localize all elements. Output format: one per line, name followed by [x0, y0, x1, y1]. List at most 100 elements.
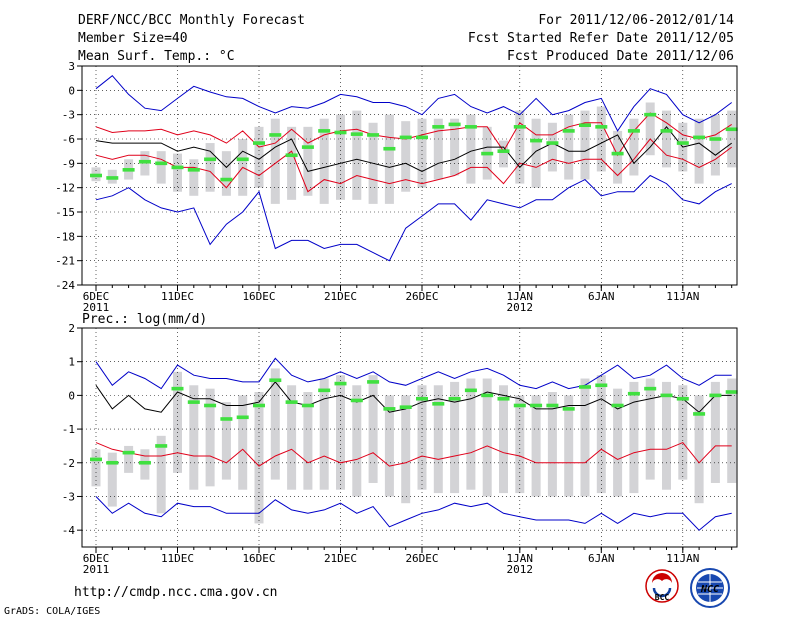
spread-box: [417, 118, 427, 188]
figure-title: DERF/NCC/BCC Monthly Forecast: [78, 13, 305, 28]
spread-box: [156, 151, 166, 184]
y-tick-label: 3: [68, 60, 75, 73]
median-mark: [187, 400, 200, 404]
median-mark: [448, 122, 461, 127]
bcc-logo-wave: [652, 587, 672, 598]
spread-box: [205, 143, 215, 192]
median-mark: [513, 403, 526, 408]
spread-box: [547, 392, 557, 497]
median-mark: [432, 125, 445, 129]
median-mark: [155, 161, 168, 166]
spread-box: [596, 375, 606, 494]
series-line-max: [95, 75, 732, 132]
variable-label: Mean Surf. Temp.: °C: [78, 49, 235, 64]
ncc-logo-text: NCC: [700, 584, 719, 595]
median-mark: [334, 130, 347, 135]
spread-box: [564, 395, 574, 497]
spread-box: [727, 110, 737, 168]
x-tick-label: 6JAN: [588, 290, 615, 303]
median-mark: [383, 407, 396, 411]
series-line-max: [95, 357, 732, 390]
median-mark: [579, 123, 591, 128]
x-tick-label: 1JAN: [507, 290, 534, 303]
spread-box: [401, 395, 411, 504]
spread-box: [450, 118, 460, 176]
bcc-logo: BCC: [645, 569, 679, 603]
spread-box: [270, 368, 280, 480]
spread-box: [287, 385, 297, 490]
median-mark: [579, 385, 591, 389]
median-mark: [122, 450, 135, 455]
median-mark: [562, 407, 575, 411]
y-tick-label: -3: [62, 109, 75, 122]
median-mark: [138, 460, 151, 465]
x-tick-label: 16DEC: [242, 290, 275, 303]
y-tick-label: -3: [62, 490, 75, 503]
median-mark: [644, 386, 657, 391]
median-mark: [171, 386, 184, 391]
median-mark: [318, 388, 331, 393]
spread-box: [156, 435, 166, 514]
x-tick-label: 26DEC: [405, 290, 438, 303]
y-tick-label: -21: [55, 255, 75, 268]
spread-box: [499, 140, 508, 168]
x-tick-label: 21DEC: [324, 552, 357, 565]
median-mark: [530, 138, 543, 143]
median-mark: [627, 391, 640, 396]
median-mark: [676, 396, 689, 401]
spread-box: [205, 388, 215, 487]
median-mark: [546, 141, 559, 145]
spread-box: [352, 385, 362, 497]
spread-box: [694, 395, 704, 504]
median-mark: [709, 137, 722, 141]
median-mark: [204, 157, 217, 162]
median-mark: [693, 135, 706, 140]
median-mark: [106, 460, 119, 465]
median-mark: [481, 393, 494, 398]
forecast-period: For 2011/12/06-2012/01/14: [538, 13, 734, 28]
x-tick-year: 2012: [507, 301, 534, 314]
median-mark: [448, 396, 461, 401]
median-mark: [106, 176, 119, 180]
y-tick-label: 2: [68, 322, 75, 335]
x-tick-label: 6DEC: [83, 552, 110, 565]
median-mark: [546, 403, 559, 408]
median-mark: [676, 141, 689, 145]
median-mark: [693, 412, 706, 416]
median-mark: [269, 378, 282, 383]
spread-box: [662, 381, 671, 490]
source-url[interactable]: http://cmdp.ncc.cma.gov.cn: [74, 585, 278, 600]
median-mark: [334, 381, 347, 386]
median-mark: [138, 159, 151, 164]
spread-box: [384, 114, 394, 204]
y-tick-label: -1: [62, 423, 75, 436]
median-mark: [725, 127, 738, 132]
median-mark: [220, 177, 233, 182]
x-tick-label: 21DEC: [324, 290, 357, 303]
median-mark: [367, 380, 380, 384]
median-mark: [611, 151, 624, 156]
median-mark: [660, 393, 673, 398]
spread-box: [613, 388, 623, 497]
x-tick-label: 11JAN: [666, 290, 699, 303]
median-mark: [318, 129, 331, 133]
series-line-lower: [95, 138, 732, 193]
series-line-min: [95, 174, 732, 262]
median-mark: [253, 141, 265, 145]
series-line-upper: [95, 112, 732, 157]
series-line-min: [95, 496, 732, 531]
spread-box: [221, 402, 231, 480]
median-mark: [416, 396, 428, 401]
member-size-label: Member Size=40: [78, 31, 188, 46]
spread-box: [613, 130, 623, 184]
spread-box: [433, 385, 443, 494]
spread-box: [189, 159, 199, 196]
spread-box: [384, 395, 394, 497]
x-tick-label: 11JAN: [666, 552, 699, 565]
spread-box: [352, 110, 362, 200]
median-mark: [301, 403, 314, 408]
median-mark: [416, 135, 428, 140]
